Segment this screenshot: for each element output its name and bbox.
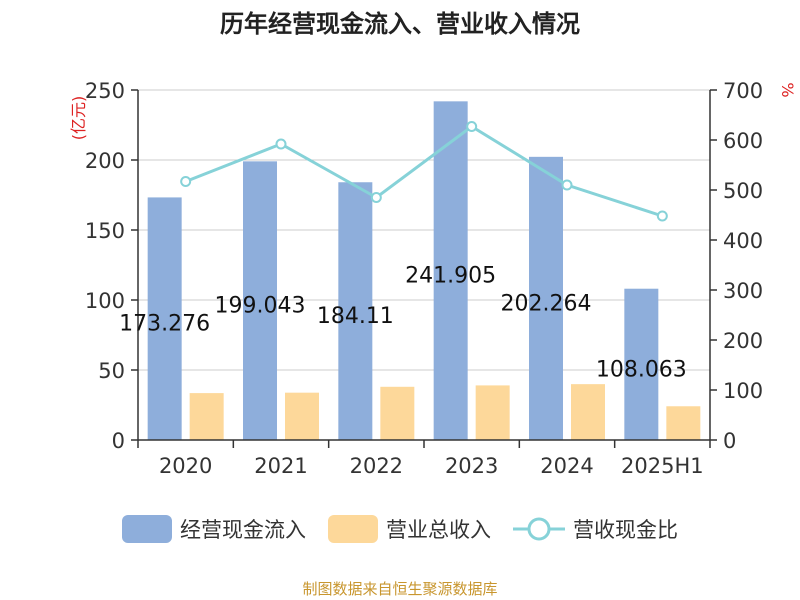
x-tick-label: 2022 xyxy=(350,454,403,478)
source-note: 制图数据来自恒生聚源数据库 xyxy=(302,580,498,598)
bar-cash-inflow xyxy=(147,197,182,440)
legend-label-ratio: 营收现金比 xyxy=(573,518,678,542)
x-tick-label: 2021 xyxy=(254,454,307,478)
data-label-cash-inflow: 184.11 xyxy=(317,304,394,329)
y-right-tick-label: 400 xyxy=(723,229,763,253)
bar-revenue xyxy=(285,392,319,440)
y-left-tick-label: 200 xyxy=(85,149,125,173)
legend: 经营现金流入 营业总收入 营收现金比 xyxy=(0,514,800,544)
bar-cash-inflow xyxy=(529,156,563,441)
bar-cash-inflow xyxy=(624,288,659,440)
y-left-tick-label: 50 xyxy=(98,359,125,383)
y-right-tick-label: 700 xyxy=(723,79,763,103)
ratio-point xyxy=(275,138,287,150)
legend-item-ratio[interactable]: 营收现金比 xyxy=(513,514,678,544)
y-right-tick-label: 0 xyxy=(723,429,736,453)
bar-revenue xyxy=(189,393,224,440)
ratio-point xyxy=(561,179,573,191)
ratio-point xyxy=(656,210,668,222)
data-label-cash-inflow: 241.905 xyxy=(405,264,496,289)
y-axis-right-label: % xyxy=(778,82,797,97)
ratio-point xyxy=(370,192,382,203)
bar-revenue xyxy=(666,406,701,440)
data-label-cash-inflow: 173.276 xyxy=(119,312,210,337)
legend-item-cash-inflow[interactable]: 经营现金流入 xyxy=(122,514,306,544)
legend-item-revenue[interactable]: 营业总收入 xyxy=(328,514,491,544)
bar-cash-inflow xyxy=(243,161,277,441)
y-right-tick-label: 500 xyxy=(723,179,763,203)
bars xyxy=(147,101,701,441)
y-axis-left-label: (亿元) xyxy=(69,96,88,141)
legend-label-revenue: 营业总收入 xyxy=(386,518,491,542)
ratio-line xyxy=(180,121,668,222)
x-tick-label: 2023 xyxy=(445,454,498,478)
bar-revenue xyxy=(475,385,510,440)
y-right-tick-label: 100 xyxy=(723,379,763,403)
legend-label-cash-inflow: 经营现金流入 xyxy=(180,518,306,542)
bar-cash-inflow xyxy=(338,182,373,440)
ratio-point xyxy=(466,121,478,132)
y-left-tick-label: 250 xyxy=(85,79,125,103)
ratio-point xyxy=(180,176,192,187)
y-left-tick-label: 150 xyxy=(85,219,125,243)
legend-swatch-cash-inflow xyxy=(122,515,172,543)
y-right-tick-label: 300 xyxy=(723,279,763,303)
chart-title: 历年经营现金流入、营业收入情况 xyxy=(220,10,580,38)
y-left-tick-label: 100 xyxy=(85,289,125,313)
data-label-cash-inflow: 202.264 xyxy=(501,291,592,316)
x-tick-label: 2025H1 xyxy=(621,454,704,478)
legend-line-marker-icon xyxy=(513,517,565,541)
y-left-tick-label: 0 xyxy=(112,429,125,453)
bar-revenue xyxy=(571,384,605,440)
data-label-cash-inflow: 199.043 xyxy=(215,294,306,319)
y-right-tick-label: 600 xyxy=(723,129,763,153)
data-label-cash-inflow: 108.063 xyxy=(596,357,687,382)
ratio-line-path xyxy=(185,124,663,218)
x-tick-label: 2024 xyxy=(540,454,593,478)
legend-swatch-revenue xyxy=(328,515,378,543)
bar-revenue xyxy=(380,386,415,440)
axes: 0 50 100 150 200 250 0 100 200 300 400 500 600 700 202… xyxy=(85,79,763,478)
gridlines xyxy=(138,89,710,371)
y-right-tick-label: 200 xyxy=(723,329,763,353)
bar-cash-inflow xyxy=(433,101,468,440)
x-tick-label: 2020 xyxy=(159,454,212,478)
